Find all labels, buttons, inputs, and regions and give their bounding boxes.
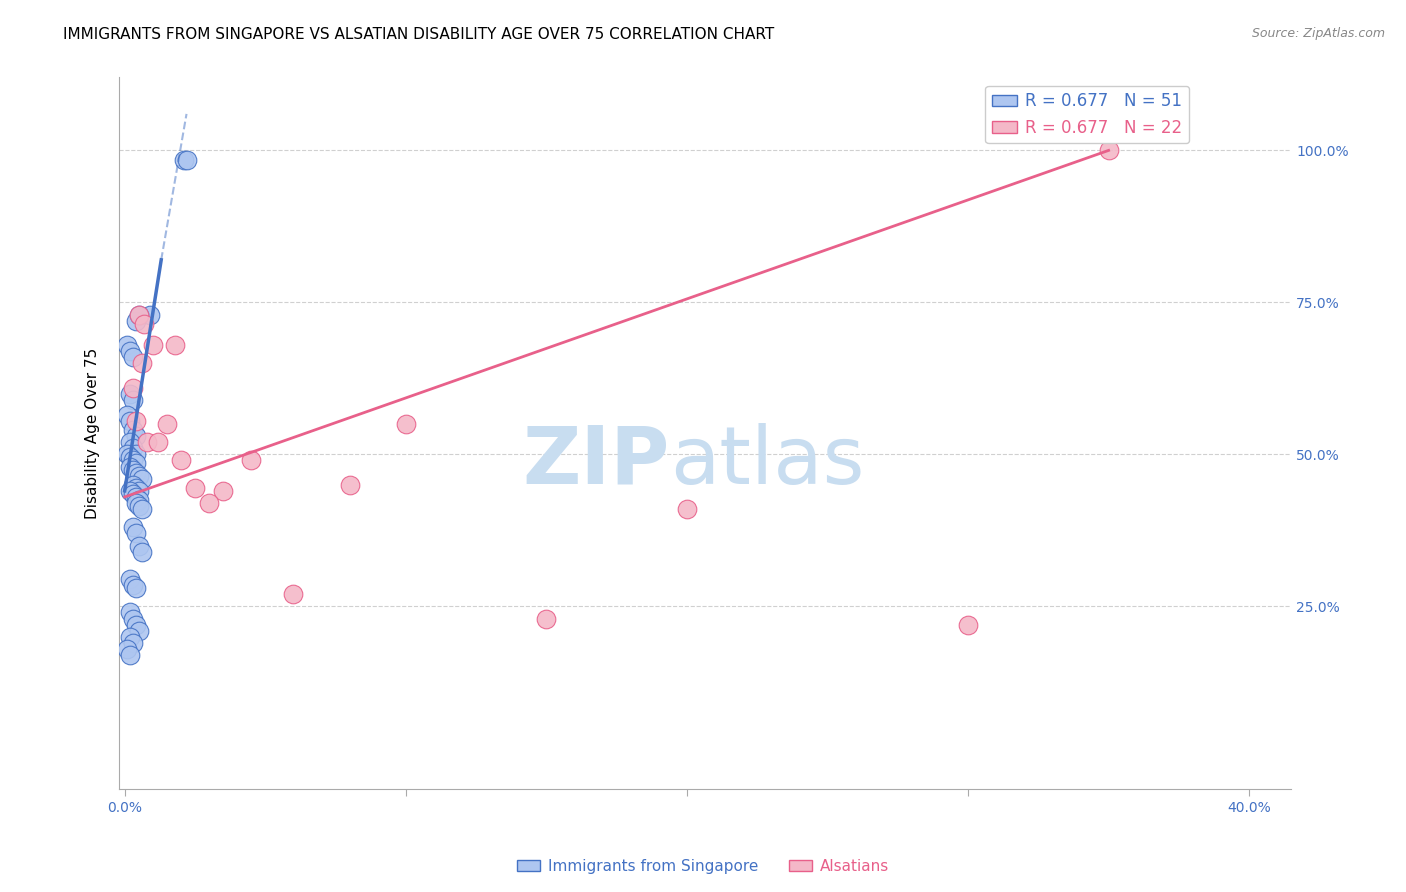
- Point: [173, 153, 195, 167]
- Point: [125, 429, 148, 443]
- Legend: Immigrants from Singapore, Alsatians: Immigrants from Singapore, Alsatians: [512, 853, 894, 880]
- Point: [125, 490, 148, 504]
- Point: [120, 459, 142, 474]
- Point: [170, 453, 193, 467]
- Point: [125, 447, 148, 461]
- Point: [120, 483, 142, 498]
- Point: [125, 313, 148, 327]
- Point: [136, 435, 159, 450]
- Point: [122, 611, 145, 625]
- Point: [117, 641, 139, 656]
- Text: Source: ZipAtlas.com: Source: ZipAtlas.com: [1251, 27, 1385, 40]
- Point: [125, 457, 148, 471]
- Point: [125, 481, 148, 495]
- Point: [122, 636, 145, 650]
- Point: [120, 630, 142, 644]
- Point: [339, 477, 361, 491]
- Point: [122, 423, 145, 437]
- Point: [117, 447, 139, 461]
- Point: [176, 153, 198, 167]
- Point: [128, 499, 150, 513]
- Point: [125, 581, 148, 595]
- Point: [148, 435, 170, 450]
- Point: [128, 308, 150, 322]
- Point: [120, 414, 142, 428]
- Point: [122, 392, 145, 407]
- Point: [117, 408, 139, 422]
- Point: [122, 477, 145, 491]
- Text: IMMIGRANTS FROM SINGAPORE VS ALSATIAN DISABILITY AGE OVER 75 CORRELATION CHART: IMMIGRANTS FROM SINGAPORE VS ALSATIAN DI…: [63, 27, 775, 42]
- Point: [128, 539, 150, 553]
- Point: [120, 344, 142, 359]
- Point: [125, 496, 148, 510]
- Text: ZIP: ZIP: [523, 423, 671, 500]
- Point: [125, 526, 148, 541]
- Point: [117, 338, 139, 352]
- Point: [122, 442, 145, 456]
- Point: [131, 544, 153, 558]
- Point: [122, 380, 145, 394]
- Point: [128, 468, 150, 483]
- Point: [128, 493, 150, 508]
- Point: [139, 308, 162, 322]
- Point: [536, 611, 558, 625]
- Point: [125, 466, 148, 480]
- Point: [128, 624, 150, 638]
- Point: [240, 453, 263, 467]
- Point: [156, 417, 179, 431]
- Point: [120, 648, 142, 662]
- Point: [122, 462, 145, 476]
- Point: [283, 587, 305, 601]
- Point: [131, 502, 153, 516]
- Point: [395, 417, 418, 431]
- Point: [131, 356, 153, 370]
- Point: [957, 617, 980, 632]
- Point: [131, 472, 153, 486]
- Point: [120, 450, 142, 465]
- Point: [122, 578, 145, 592]
- Point: [134, 317, 156, 331]
- Point: [125, 414, 148, 428]
- Point: [122, 350, 145, 364]
- Point: [676, 502, 699, 516]
- Point: [198, 496, 221, 510]
- Point: [1097, 144, 1119, 158]
- Y-axis label: Disability Age Over 75: Disability Age Over 75: [86, 348, 100, 519]
- Point: [122, 487, 145, 501]
- Point: [128, 483, 150, 498]
- Point: [128, 308, 150, 322]
- Point: [120, 386, 142, 401]
- Point: [122, 453, 145, 467]
- Legend: R = 0.677   N = 51, R = 0.677   N = 22: R = 0.677 N = 51, R = 0.677 N = 22: [986, 86, 1189, 144]
- Point: [125, 617, 148, 632]
- Text: atlas: atlas: [671, 423, 865, 500]
- Point: [184, 481, 207, 495]
- Point: [165, 338, 187, 352]
- Point: [120, 606, 142, 620]
- Point: [120, 572, 142, 586]
- Point: [122, 520, 145, 534]
- Point: [120, 435, 142, 450]
- Point: [142, 338, 165, 352]
- Point: [212, 483, 235, 498]
